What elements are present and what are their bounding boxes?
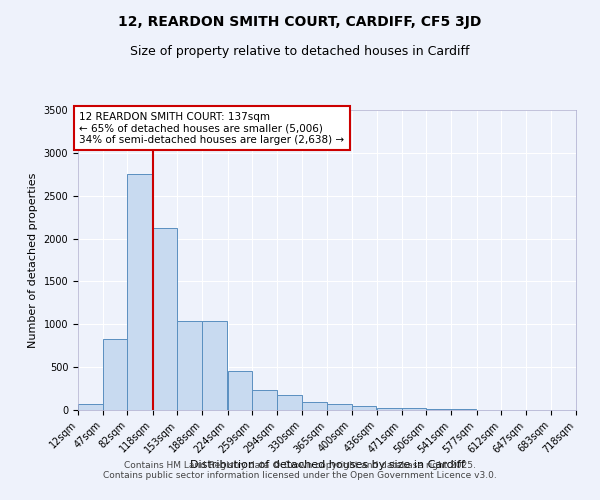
Bar bbox=[302, 402, 327, 410]
Bar bbox=[78, 404, 103, 410]
Bar bbox=[277, 395, 302, 410]
Bar bbox=[377, 408, 402, 410]
Y-axis label: Number of detached properties: Number of detached properties bbox=[28, 172, 38, 348]
Text: 12 REARDON SMITH COURT: 137sqm
← 65% of detached houses are smaller (5,006)
34% : 12 REARDON SMITH COURT: 137sqm ← 65% of … bbox=[79, 112, 344, 144]
Bar bbox=[127, 174, 152, 410]
Bar bbox=[402, 408, 427, 410]
Text: Size of property relative to detached houses in Cardiff: Size of property relative to detached ho… bbox=[130, 45, 470, 58]
Text: 12, REARDON SMITH COURT, CARDIFF, CF5 3JD: 12, REARDON SMITH COURT, CARDIFF, CF5 3J… bbox=[118, 15, 482, 29]
Bar bbox=[103, 339, 127, 410]
Bar bbox=[252, 390, 277, 410]
Bar bbox=[178, 321, 202, 410]
X-axis label: Distribution of detached houses by size in Cardiff: Distribution of detached houses by size … bbox=[190, 460, 464, 470]
Text: Contains HM Land Registry data © Crown copyright and database right 2025.
Contai: Contains HM Land Registry data © Crown c… bbox=[103, 460, 497, 480]
Bar bbox=[427, 409, 451, 410]
Bar bbox=[327, 404, 352, 410]
Bar bbox=[202, 321, 227, 410]
Bar bbox=[352, 406, 376, 410]
Bar bbox=[153, 228, 178, 410]
Bar bbox=[227, 370, 252, 410]
